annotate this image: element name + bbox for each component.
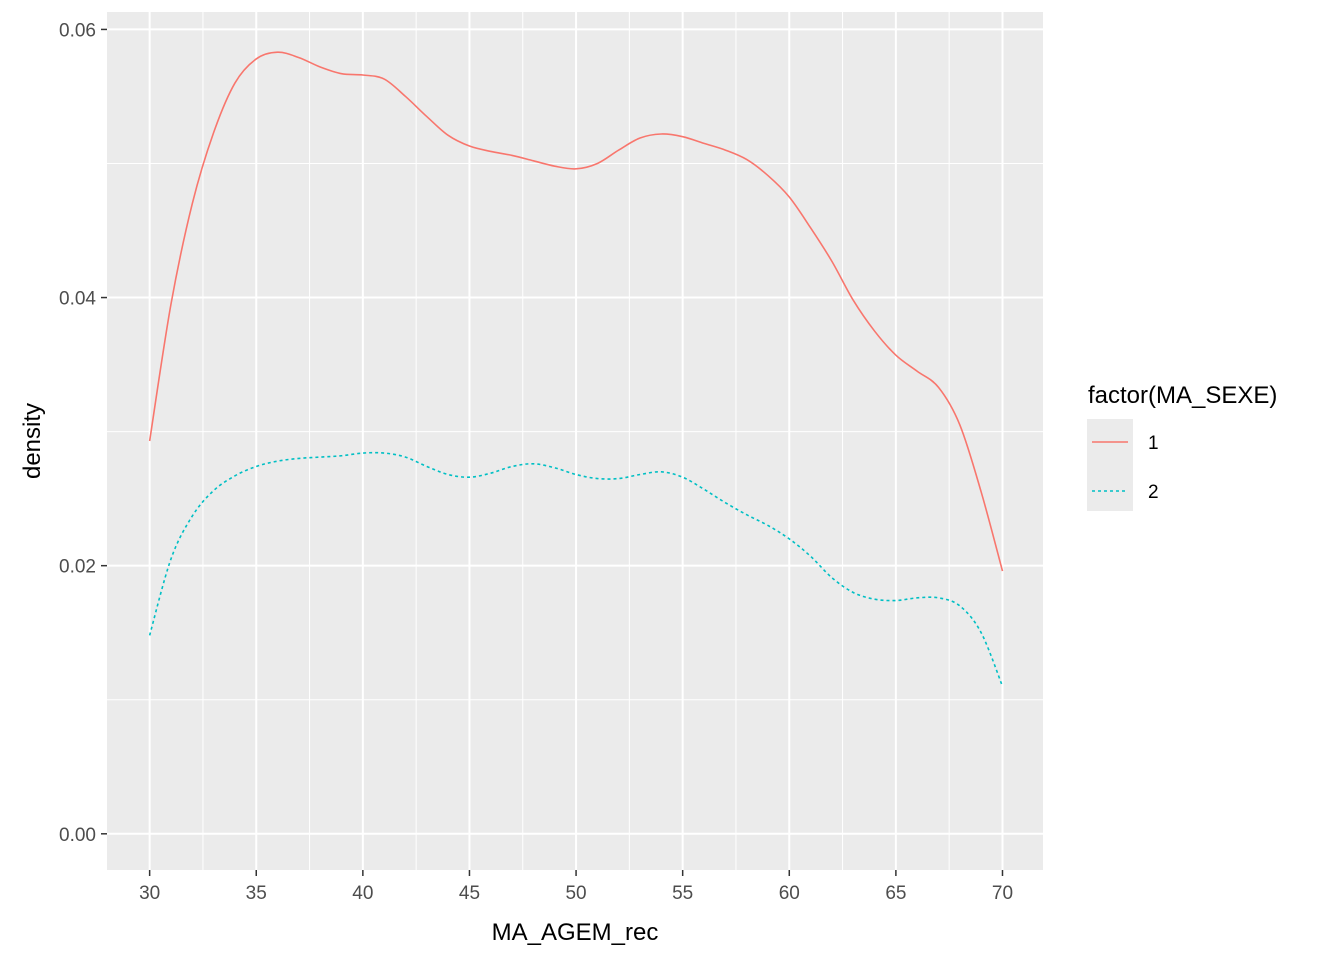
legend-label-1: 1 [1148,433,1159,454]
grid-lines [107,12,1043,870]
legend-key-background [1087,419,1133,511]
axes: 30 35 40 45 50 55 60 65 70 0.00 0.02 0.04 0.06 [59,20,1013,904]
x-tick-label: 60 [779,883,800,904]
x-tick-label: 50 [565,883,586,904]
x-tick-label: 55 [672,883,693,904]
x-tick-label: 40 [352,883,373,904]
y-tick-label: 0.06 [59,20,96,41]
legend-label-2: 2 [1148,482,1159,503]
y-tick-label: 0.04 [59,289,96,310]
series-line-1 [148,51,1004,572]
y-tick-label: 0.00 [59,825,96,846]
x-tick-label: 35 [246,883,267,904]
y-axis-title: density [19,403,46,479]
legend: factor(MA_SEXE) 12 [1087,382,1277,511]
legend-title: factor(MA_SEXE) [1088,382,1277,409]
legend-items: 12 [1092,433,1159,503]
series-lines [148,51,1004,687]
x-axis-title: MA_AGEM_rec [492,919,659,946]
x-tick-label: 65 [885,883,906,904]
x-tick-label: 70 [992,883,1013,904]
plot-panel [107,12,1043,870]
series-line-2 [148,451,1004,687]
x-tick-label: 45 [459,883,480,904]
y-tick-label: 0.02 [59,557,96,578]
x-tick-label: 30 [139,883,160,904]
